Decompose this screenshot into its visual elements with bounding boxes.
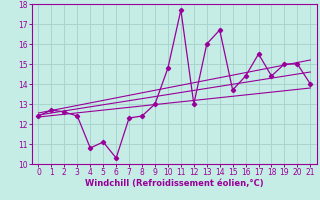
X-axis label: Windchill (Refroidissement éolien,°C): Windchill (Refroidissement éolien,°C)	[85, 179, 264, 188]
